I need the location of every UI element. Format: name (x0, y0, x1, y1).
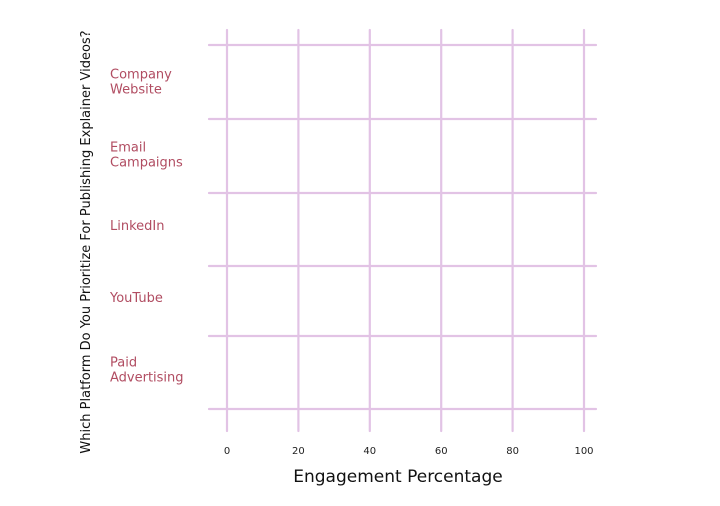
x-tick-labels: 0 20 40 60 80 100 (224, 446, 594, 457)
category-label-3: YouTube (109, 291, 163, 306)
category-label-1: Email Campaigns (110, 141, 183, 171)
x-tick-label-20: 20 (292, 446, 305, 457)
x-tick-label-80: 80 (506, 446, 519, 457)
x-tick-label-60: 60 (435, 446, 448, 457)
x-axis-title: Engagement Percentage (293, 467, 502, 487)
category-labels: Company Website Email Campaigns LinkedIn YouT… (109, 68, 184, 386)
x-tick-label-40: 40 (363, 446, 376, 457)
x-tick-label-100: 100 (574, 446, 593, 457)
category-label-0: Company Website (110, 68, 172, 98)
category-label-4: Paid Advertising (110, 356, 184, 386)
y-axis-title: Which Platform Do You Prioritize For Pub… (79, 30, 94, 453)
x-tick-label-0: 0 (224, 446, 230, 457)
grid (207, 28, 598, 433)
category-label-2: LinkedIn (110, 219, 164, 234)
